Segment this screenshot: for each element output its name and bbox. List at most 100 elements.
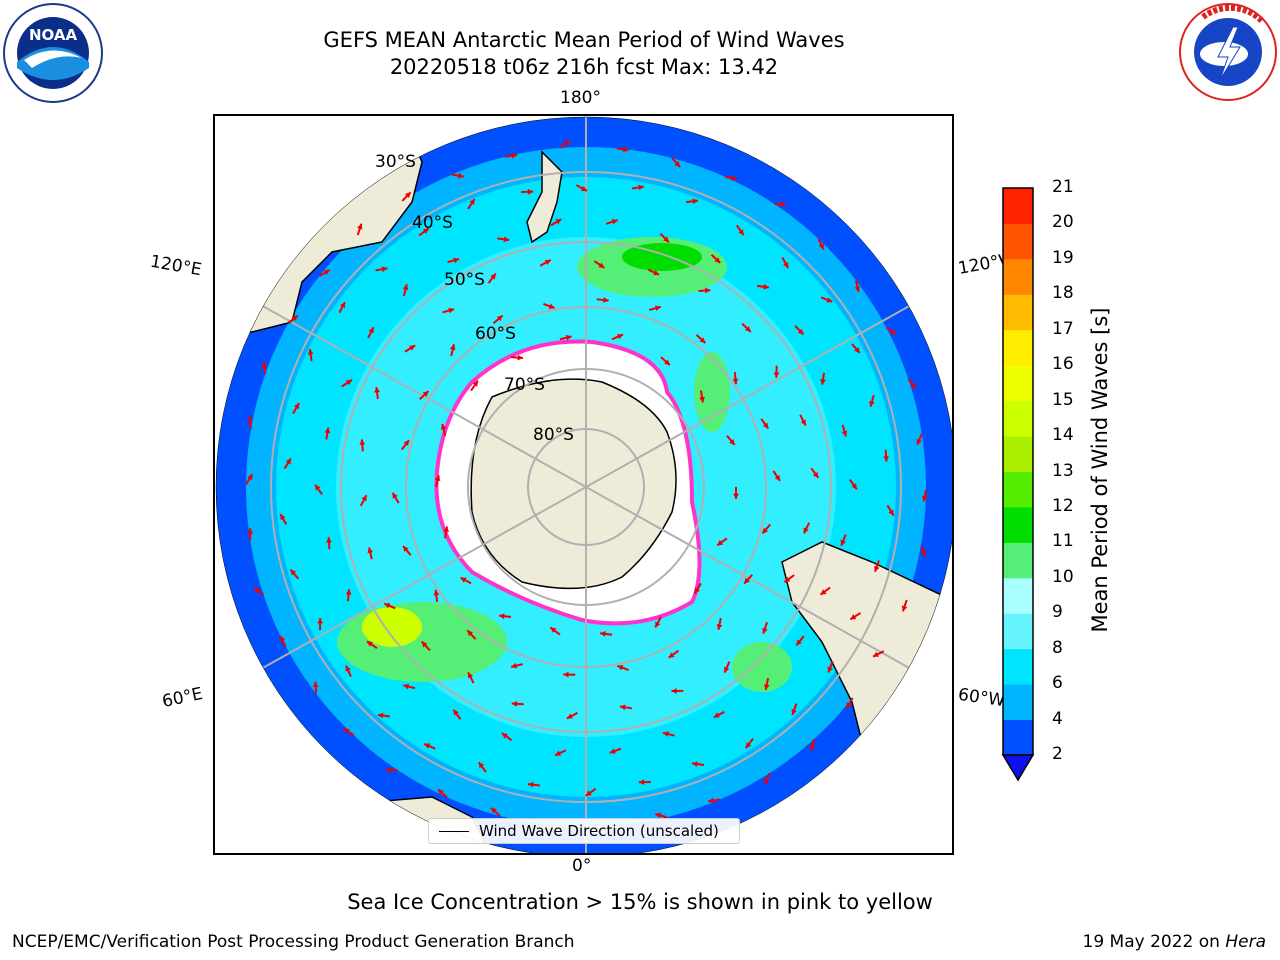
colorbar-tick-label: 9 xyxy=(1052,602,1063,623)
wave-arrow-head xyxy=(555,219,562,225)
colorbar-tick-label: 20 xyxy=(1052,212,1074,233)
wave-arrow-head xyxy=(326,537,332,543)
colorbar-tick-label: 4 xyxy=(1052,708,1063,729)
map-frame xyxy=(213,114,954,855)
wave-arrow-head xyxy=(566,713,573,719)
wave-arrow-head xyxy=(663,236,669,243)
colorbar-tick-label: 15 xyxy=(1052,389,1074,410)
colorbar-tick-label: 13 xyxy=(1052,460,1074,481)
wave-arrow-head xyxy=(307,349,314,355)
wave-arrow-head xyxy=(511,662,517,669)
sea-ice-note: Sea Ice Concentration > 15% is shown in … xyxy=(347,890,933,914)
wave-arrow-head xyxy=(662,731,669,737)
lon-label-120e: 120°E xyxy=(148,251,204,281)
wave-arrow-head xyxy=(622,146,629,153)
wave-arrow-head xyxy=(409,345,416,351)
wave-arrow-head xyxy=(585,790,592,796)
wave-arrow-head xyxy=(674,161,681,167)
colorbar-band xyxy=(1003,436,1033,472)
wave-arrow-head xyxy=(827,666,833,673)
wave-arrow-head xyxy=(846,702,852,709)
noaa-logo-text: NOAA xyxy=(29,26,78,44)
lon-label-0: 0° xyxy=(572,856,592,876)
lat-label-60s: 60°S xyxy=(475,324,516,344)
wave-arrow-head xyxy=(291,315,298,322)
wave-arrow-head xyxy=(664,359,670,366)
colorbar-band xyxy=(1003,365,1033,402)
wave-arrow-head xyxy=(784,576,791,583)
wave-arrow-head xyxy=(692,761,698,767)
colorbar-band xyxy=(1003,223,1033,260)
wave-arrow-head xyxy=(565,334,572,341)
wave-arrow-head xyxy=(345,665,351,672)
lat-label-70s: 70°S xyxy=(504,375,545,395)
wave-arrow-head xyxy=(812,471,819,478)
wave-arrow-head xyxy=(548,303,555,309)
wave-arrow-head xyxy=(744,577,750,584)
wave-arrow-head xyxy=(888,509,894,516)
wave-arrow-head xyxy=(638,779,645,786)
colorbar-band xyxy=(1003,648,1033,685)
wave-arrow-head xyxy=(910,382,916,389)
wave-arrow-head xyxy=(729,438,735,445)
wave-arrow-head xyxy=(377,712,384,719)
wave-arrow-head xyxy=(381,266,388,273)
colorbar xyxy=(1001,187,1035,782)
wave-arrow-head xyxy=(384,603,391,609)
colorbar-band xyxy=(1003,542,1033,579)
wave-arrow-head xyxy=(453,257,460,264)
wave-arrow-head xyxy=(434,475,441,482)
wave-arrow-head xyxy=(617,333,624,340)
wave-arrow-head xyxy=(733,493,739,499)
wave-arrow-head xyxy=(714,257,721,263)
wave-arrow-head xyxy=(247,416,254,423)
wave-arrow-head xyxy=(285,458,291,465)
wave-arrow-head xyxy=(511,152,518,159)
wave-arrow-head xyxy=(345,379,352,386)
colorbar-under-triangle xyxy=(1001,754,1035,782)
footer-host: Hera xyxy=(1225,932,1266,952)
wave-arrow-head xyxy=(797,328,804,335)
wave-arrow-head xyxy=(339,302,346,309)
colorbar-band xyxy=(1003,400,1033,437)
wave-arrow-head xyxy=(732,378,739,385)
wave-arrow-head xyxy=(854,286,861,293)
wave-arrow-head xyxy=(791,709,797,715)
wave-arrow-head xyxy=(449,344,456,351)
colorbar-tick-label: 11 xyxy=(1052,531,1074,552)
land-antarctica xyxy=(470,378,677,590)
wave-arrow-head xyxy=(921,495,928,502)
lat-label-50s: 50°S xyxy=(444,270,485,290)
lat-label-80s: 80°S xyxy=(533,425,574,445)
colorbar-band xyxy=(1003,577,1033,614)
nws-logo xyxy=(1179,3,1277,101)
colorbar-tick-label: 12 xyxy=(1052,495,1074,516)
wave-arrow-head xyxy=(699,396,705,403)
wave-arrow-head xyxy=(491,807,497,814)
wave-direction-arrows xyxy=(245,139,928,833)
wave-arrow-head xyxy=(279,635,286,642)
lat-label-40s: 40°S xyxy=(412,213,453,233)
wave-arrow-head xyxy=(873,651,880,657)
wave-arrow-head xyxy=(796,639,802,646)
wave-arrow-head xyxy=(385,767,392,773)
wave-arrow-head xyxy=(392,492,398,499)
wave-arrow-head xyxy=(517,354,523,361)
wave-arrow-head xyxy=(803,527,809,534)
legend-line-sample xyxy=(439,831,469,832)
wave-arrow-head xyxy=(503,236,510,243)
wave-arrow-head xyxy=(555,750,562,756)
chart-subtitle: 20220518 t06z 216h fcst Max: 13.42 xyxy=(389,55,779,79)
wave-arrow-head xyxy=(501,733,508,739)
lat-label-30s: 30°S xyxy=(375,152,416,172)
wave-arrow-head xyxy=(443,526,449,533)
wave-arrow-head xyxy=(717,539,724,546)
wave-arrow-head xyxy=(527,781,534,788)
colorbar-tick-label: 6 xyxy=(1052,673,1063,694)
colorbar-band xyxy=(1003,684,1033,721)
wave-arrow-head xyxy=(247,528,254,534)
wave-arrow-head xyxy=(496,315,503,322)
wave-arrow-head xyxy=(254,587,260,594)
wave-arrow-head xyxy=(544,259,551,265)
